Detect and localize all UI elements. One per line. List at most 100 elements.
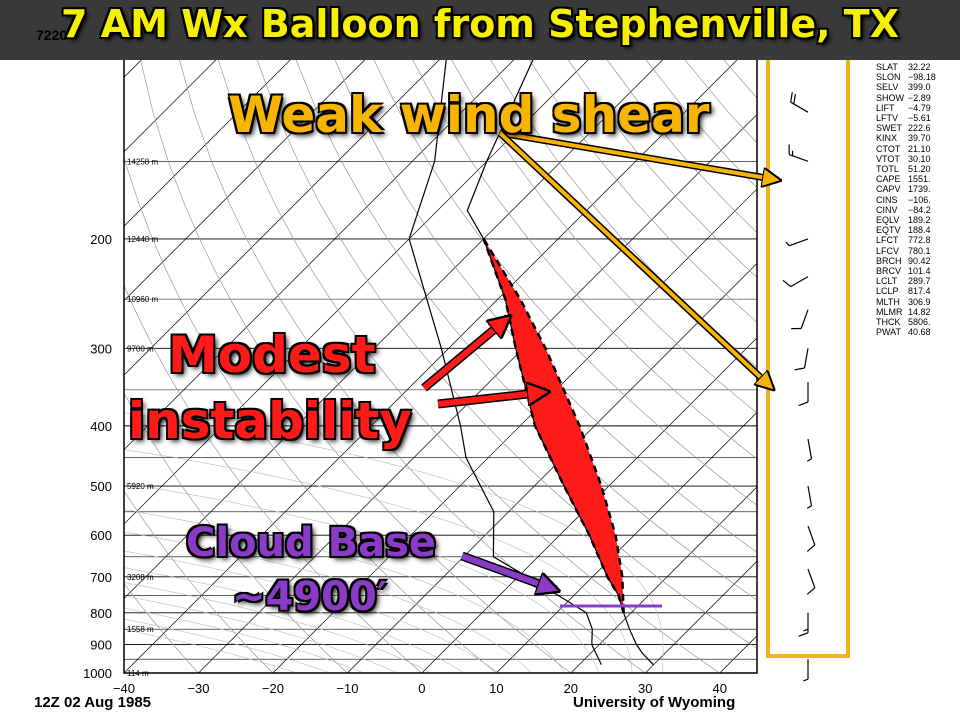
isotherm-line bbox=[644, 560, 757, 673]
station-id: 7220 bbox=[36, 27, 68, 43]
moist-adiabat bbox=[124, 509, 566, 673]
instability-area bbox=[483, 238, 624, 613]
index-row: MLTH 306.9 bbox=[876, 297, 936, 307]
index-key: BRCH bbox=[876, 255, 902, 266]
index-value: 14.82 bbox=[908, 306, 931, 317]
index-value: 1551. bbox=[908, 174, 931, 185]
index-key: LCLP bbox=[876, 286, 899, 297]
dry-adiabat bbox=[138, 52, 572, 673]
index-row: THCK 5806. bbox=[876, 317, 936, 327]
dry-adiabat bbox=[408, 52, 757, 460]
index-value: 189.2 bbox=[908, 215, 931, 226]
index-row: SLAT 32.22 bbox=[876, 62, 936, 72]
temperature-tick-label: −30 bbox=[187, 681, 209, 696]
index-value: 289.7 bbox=[908, 276, 931, 287]
wind-barb-flag bbox=[806, 544, 816, 552]
moist-adiabat bbox=[124, 550, 499, 673]
index-value: 51.20 bbox=[908, 164, 931, 175]
index-value: −4.79 bbox=[908, 102, 931, 113]
isotherm-line bbox=[124, 52, 522, 451]
wind-barb-shaft bbox=[807, 485, 813, 506]
index-row: LIFT −4.79 bbox=[876, 103, 936, 113]
isotherm-line bbox=[124, 52, 373, 302]
height-label: 9700 m bbox=[127, 344, 154, 353]
isotherm-line bbox=[421, 337, 757, 673]
pressure-tick-label: 300 bbox=[90, 341, 112, 356]
pressure-tick-labels: 1002003004005006007008009001000 bbox=[83, 45, 112, 681]
wind-barbs bbox=[782, 32, 816, 682]
index-value: 32.22 bbox=[908, 62, 931, 72]
wind-barb-flag bbox=[794, 367, 805, 371]
temperature-tick-label: −20 bbox=[262, 681, 284, 696]
annotation-arrows bbox=[421, 129, 778, 590]
height-label: 1558 m bbox=[127, 625, 154, 634]
temperature-tick-label: 0 bbox=[418, 681, 425, 696]
index-key: CTOT bbox=[876, 143, 901, 154]
index-value: −5.61 bbox=[908, 113, 931, 124]
dry-adiabat bbox=[331, 52, 757, 553]
wind-barb-shaft bbox=[790, 276, 809, 288]
index-value: 21.10 bbox=[908, 143, 931, 154]
isotherm-line bbox=[124, 52, 299, 227]
index-row: BRCV 101.4 bbox=[876, 266, 936, 276]
wind-barb-box bbox=[766, 50, 850, 658]
index-key: LCLT bbox=[876, 276, 898, 287]
index-key: CAPE bbox=[876, 174, 901, 185]
index-row: CINV −84.2 bbox=[876, 205, 936, 215]
dry-adiabat bbox=[124, 156, 497, 673]
pressure-tick-label: 700 bbox=[90, 570, 112, 585]
index-value: −84.2 bbox=[908, 204, 931, 215]
index-key: TOTL bbox=[876, 164, 899, 175]
index-key: THCK bbox=[876, 317, 901, 328]
index-key: VTOT bbox=[876, 153, 900, 164]
isotherm-line bbox=[197, 113, 757, 673]
index-key: LFTV bbox=[876, 113, 899, 124]
wind-barb-shaft bbox=[807, 438, 813, 459]
wind-barb-shaft bbox=[807, 525, 816, 546]
pressure-tick-label: 400 bbox=[90, 419, 112, 434]
height-label: 14258 m bbox=[127, 157, 158, 166]
dry-adiabat bbox=[124, 582, 199, 673]
temperature-tick-label: 30 bbox=[638, 681, 652, 696]
index-value: 5806. bbox=[908, 317, 931, 328]
pressure-tick-label: 800 bbox=[90, 606, 112, 621]
shear-arrow-lower-fill bbox=[498, 131, 772, 388]
isotherm-line bbox=[124, 52, 671, 600]
index-row: SHOW −2.89 bbox=[876, 93, 936, 103]
moist-adiabat bbox=[124, 582, 432, 673]
wind-barb-flag bbox=[798, 632, 809, 637]
index-key: MLMR bbox=[876, 306, 903, 317]
pressure-tick-label: 1000 bbox=[83, 666, 112, 681]
index-row: LCLP 817.4 bbox=[876, 286, 936, 296]
wind-barb-flag bbox=[790, 92, 793, 103]
dewpoint-trace bbox=[408, 52, 602, 666]
index-value: 306.9 bbox=[908, 296, 931, 307]
index-row: CAPE 1551. bbox=[876, 174, 936, 184]
moist-adiabat bbox=[124, 567, 466, 673]
index-value: 101.4 bbox=[908, 266, 931, 277]
index-key: LFCT bbox=[876, 235, 899, 246]
index-key: BRCV bbox=[876, 266, 902, 277]
instability-arrow-lower-fill bbox=[437, 392, 546, 407]
wind-barb-flag bbox=[785, 241, 790, 247]
parcel-envelope bbox=[482, 238, 625, 614]
moist-adiabat bbox=[124, 449, 633, 673]
page-title: 7 AM Wx Balloon from Stephenville, TX bbox=[60, 2, 900, 46]
index-row: VTOT 30.10 bbox=[876, 154, 936, 164]
wind-barb-flag bbox=[793, 94, 796, 105]
index-value: 39.70 bbox=[908, 133, 931, 144]
height-label: 12440 m bbox=[127, 235, 158, 244]
index-value: 780.1 bbox=[908, 245, 931, 256]
wind-barb-flag bbox=[803, 628, 809, 632]
temperature-tick-label: −10 bbox=[336, 681, 358, 696]
index-key: KINX bbox=[876, 133, 898, 144]
isotherm-line bbox=[570, 486, 757, 673]
index-value: −98.18 bbox=[908, 72, 936, 83]
index-value: 817.4 bbox=[908, 286, 931, 297]
index-key: SWET bbox=[876, 123, 902, 134]
shear-arrow-upper-fill bbox=[499, 131, 778, 180]
index-value: −106. bbox=[908, 194, 931, 205]
title-bar bbox=[0, 0, 960, 60]
index-row: EQTV 188.4 bbox=[876, 225, 936, 235]
